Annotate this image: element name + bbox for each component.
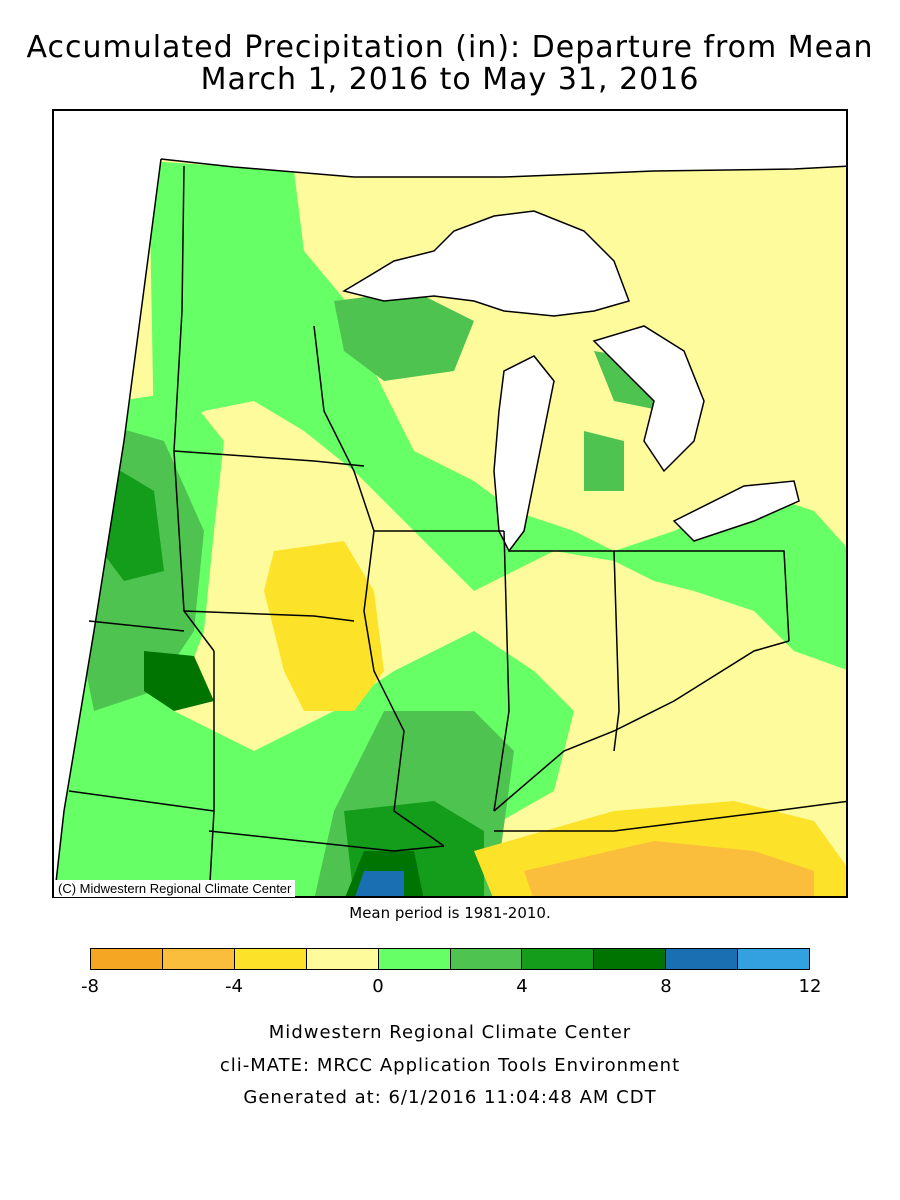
border-iowa-nebraska xyxy=(173,450,215,652)
border-indiana-ohio xyxy=(509,550,620,752)
border-ohio-river xyxy=(493,640,790,812)
field-very-dry-tennessee xyxy=(524,841,814,896)
legend-swatch xyxy=(234,949,307,969)
border-kentucky-tennessee xyxy=(494,800,846,832)
legend-swatch xyxy=(666,949,739,969)
border-illinois-indiana xyxy=(493,530,510,812)
border-dakota-minnesota xyxy=(173,165,185,452)
state-borders xyxy=(54,158,846,896)
border-mississippi-river xyxy=(313,325,445,847)
border-iowa-missouri xyxy=(183,610,355,622)
field-dry-iowa-missouri xyxy=(264,541,384,711)
lake-michigan xyxy=(493,355,555,553)
legend-swatch xyxy=(162,949,235,969)
legend-swatch xyxy=(91,949,163,969)
border-kansas-oklahoma xyxy=(68,790,215,812)
legend-tick-label: -4 xyxy=(225,976,243,997)
border-kansas-missouri xyxy=(208,651,215,896)
field-wet-michigan-central xyxy=(584,431,624,491)
footer-application: cli-MATE: MRCC Application Tools Environ… xyxy=(219,1055,681,1076)
footer-organization: Midwestern Regional Climate Center xyxy=(268,1022,632,1043)
border-nebraska-kansas xyxy=(88,620,185,632)
footer-generated-time: Generated at: 6/1/2016 11:04:48 AM CDT xyxy=(243,1087,657,1108)
map-date-range: March 1, 2016 to May 31, 2016 xyxy=(200,62,700,97)
map-title: Accumulated Precipitation (in): Departur… xyxy=(26,30,874,65)
precipitation-departure-map xyxy=(54,158,846,896)
field-wet-northeast xyxy=(149,161,846,671)
legend-tick-label: 8 xyxy=(660,976,672,997)
field-wet-wisconsin xyxy=(334,291,474,381)
legend-swatch xyxy=(522,949,595,969)
region-north-edge xyxy=(160,158,846,178)
legend-tick-label: 0 xyxy=(372,976,384,997)
great-lakes xyxy=(342,210,800,553)
legend-swatch xyxy=(306,949,379,969)
lake-superior xyxy=(342,210,630,317)
field-extreme-wet-kansas xyxy=(144,651,214,711)
lake-erie xyxy=(672,480,800,542)
legend-swatch xyxy=(450,949,523,969)
border-minnesota-iowa xyxy=(173,450,365,467)
border-missouri-arkansas xyxy=(208,830,445,852)
field-max-wet xyxy=(354,871,404,896)
legend-swatch xyxy=(594,949,667,969)
region-west-edge xyxy=(54,158,162,896)
map-panel xyxy=(52,109,848,898)
lake-huron xyxy=(592,325,705,473)
mean-period-note: Mean period is 1981-2010. xyxy=(349,904,551,922)
color-legend xyxy=(90,948,810,970)
legend-tick-label: 4 xyxy=(516,976,528,997)
legend-tick-label: 12 xyxy=(798,976,822,997)
border-ohio-pennsylvania xyxy=(614,550,790,642)
map-copyright: (C) Midwestern Regional Climate Center xyxy=(54,880,296,897)
legend-swatch xyxy=(378,949,451,969)
legend-swatch xyxy=(738,949,810,969)
legend-tick-label: -8 xyxy=(81,976,99,997)
